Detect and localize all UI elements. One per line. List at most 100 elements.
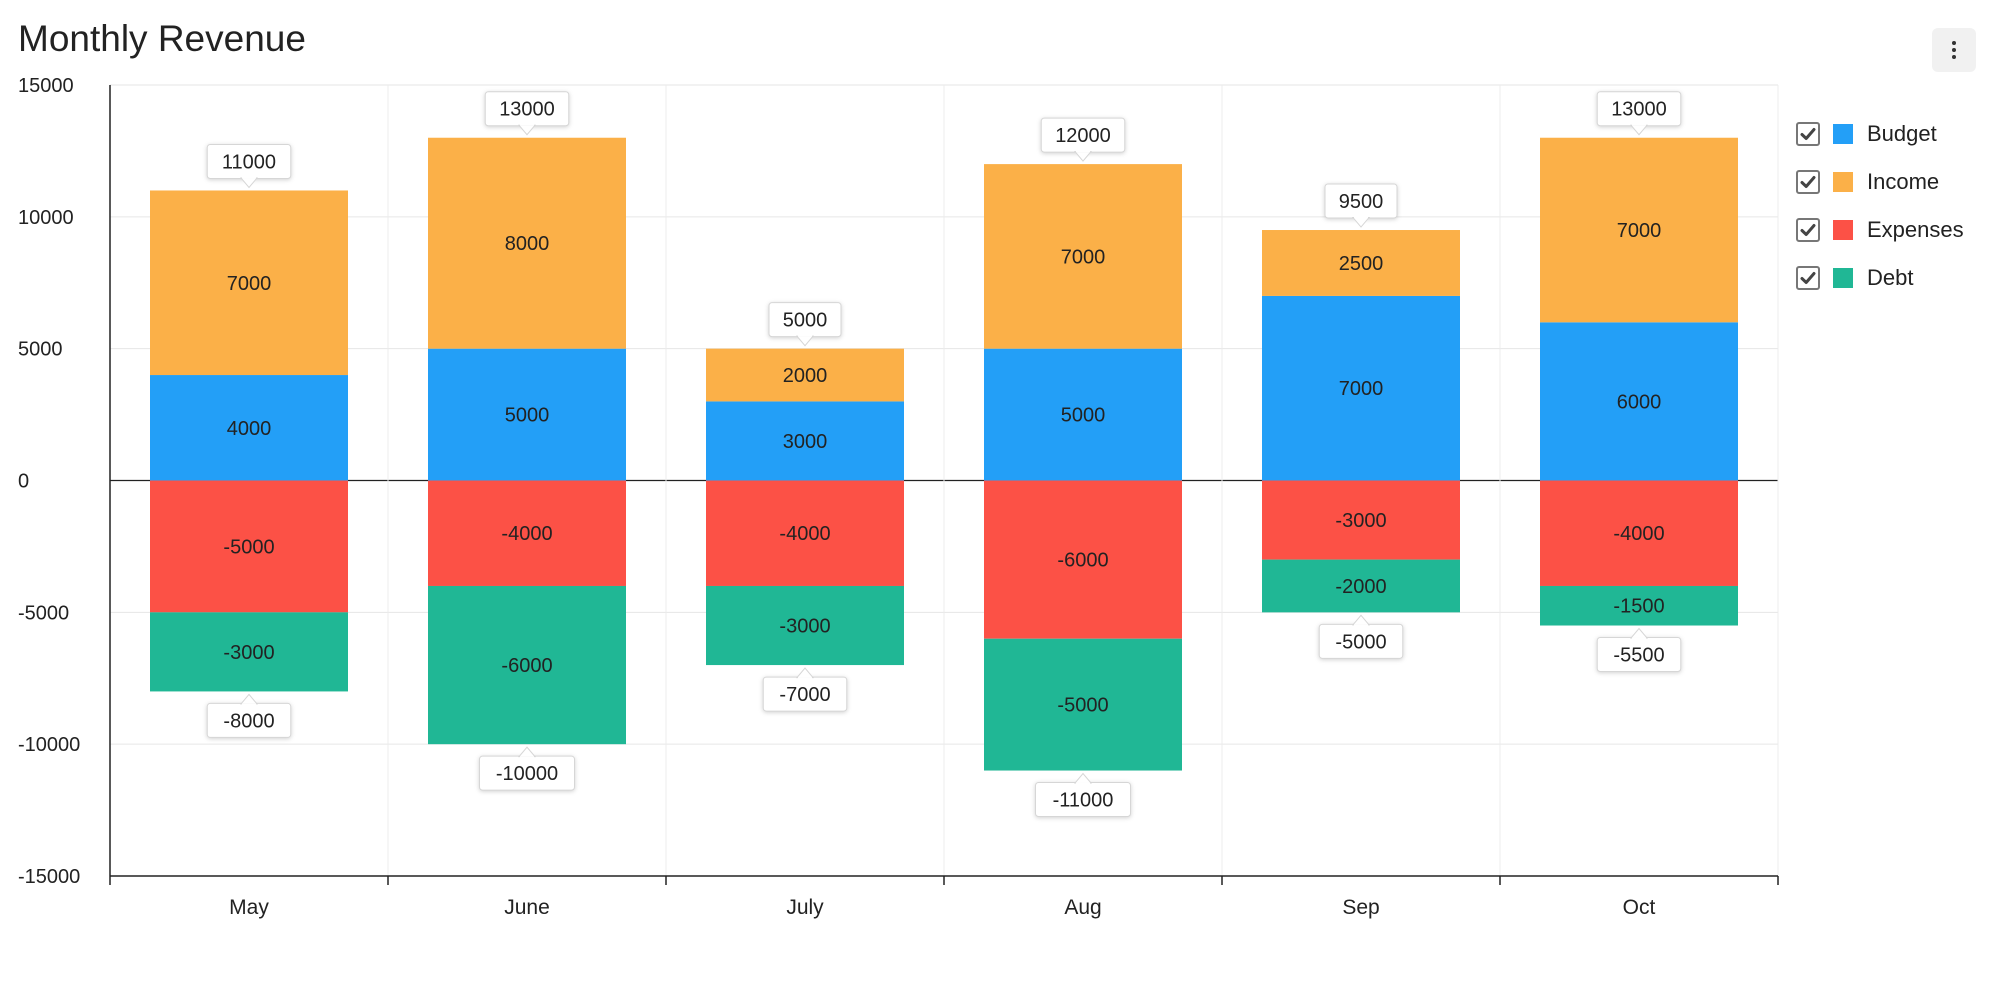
- bar-debt-oct: [1540, 585, 1738, 626]
- x-tick-label: Sep: [1342, 896, 1379, 919]
- total-label-positive: 5000: [783, 310, 828, 332]
- bar-value-label: 2000: [783, 365, 828, 387]
- bar-expenses-june: [428, 480, 626, 586]
- total-callout-pointer: [1629, 627, 1649, 639]
- legend-swatch: [1833, 220, 1853, 240]
- bar-income-june: [428, 137, 626, 349]
- total-label-negative: -8000: [223, 710, 274, 732]
- legend-label: Budget: [1867, 121, 1937, 146]
- bar-value-label: -1500: [1613, 596, 1664, 618]
- total-label-negative: -5000: [1335, 631, 1386, 653]
- chart-legend: Budget Income Expenses Debt: [1796, 110, 1964, 302]
- checkbox-icon[interactable]: [1796, 170, 1820, 194]
- y-tick-label: -5000: [18, 602, 69, 624]
- more-vertical-icon: [1952, 41, 1956, 59]
- bar-value-label: 7000: [227, 273, 272, 295]
- bar-debt-aug: [984, 638, 1182, 771]
- bar-value-label: -4000: [779, 523, 830, 545]
- bar-expenses-aug: [984, 480, 1182, 639]
- bar-value-label: -3000: [779, 616, 830, 638]
- checkbox-icon[interactable]: [1796, 266, 1820, 290]
- bar-expenses-may: [150, 480, 348, 613]
- bar-expenses-sep: [1262, 480, 1460, 560]
- total-label-positive: 13000: [499, 99, 555, 121]
- bar-value-label: 7000: [1061, 246, 1106, 268]
- legend-label: Debt: [1867, 265, 1914, 290]
- x-tick-label: Aug: [1064, 896, 1101, 919]
- y-tick-label: 0: [18, 471, 29, 493]
- bar-value-label: -4000: [501, 523, 552, 545]
- y-tick-label: 5000: [18, 339, 63, 361]
- legend-swatch: [1833, 124, 1853, 144]
- total-label-positive: 11000: [222, 151, 276, 173]
- legend-swatch: [1833, 172, 1853, 192]
- total-callout-pointer: [239, 177, 259, 189]
- checkbox-icon[interactable]: [1796, 218, 1820, 242]
- total-callout-pointer: [1073, 772, 1093, 784]
- y-tick-label: -10000: [18, 734, 80, 756]
- legend-item-expenses[interactable]: Expenses: [1796, 206, 1964, 254]
- bar-value-label: 7000: [1339, 378, 1384, 400]
- total-label-negative: -5500: [1613, 645, 1664, 667]
- bar-income-july: [706, 348, 904, 402]
- total-callout-pointer: [1351, 614, 1371, 626]
- bar-income-oct: [1540, 137, 1738, 323]
- total-callout-pointer: [1629, 124, 1649, 136]
- y-tick-label: 10000: [18, 207, 74, 229]
- bar-income-aug: [984, 164, 1182, 349]
- x-tick-label: May: [229, 896, 269, 919]
- bar-expenses-oct: [1540, 480, 1738, 586]
- total-callout-pointer: [1351, 217, 1371, 228]
- total-label-positive: 13000: [1611, 99, 1667, 121]
- bar-value-label: -3000: [223, 642, 274, 664]
- bar-value-label: -5000: [1057, 695, 1108, 717]
- x-tick-label: Oct: [1623, 896, 1656, 919]
- bar-value-label: 5000: [505, 405, 550, 427]
- bar-budget-june: [428, 348, 626, 481]
- bar-value-label: -6000: [1057, 550, 1108, 572]
- bar-value-label: 8000: [505, 233, 550, 255]
- legend-item-income[interactable]: Income: [1796, 158, 1964, 206]
- total-callout-pointer: [795, 335, 815, 347]
- bar-expenses-july: [706, 480, 904, 586]
- bar-value-label: 6000: [1617, 391, 1662, 413]
- legend-item-budget[interactable]: Budget: [1796, 110, 1964, 158]
- bar-value-label: 5000: [1061, 405, 1106, 427]
- bar-budget-may: [150, 375, 348, 481]
- legend-swatch: [1833, 268, 1853, 288]
- legend-label: Income: [1867, 169, 1940, 194]
- legend-item-debt[interactable]: Debt: [1796, 254, 1964, 302]
- bar-value-label: 7000: [1617, 220, 1662, 242]
- bar-value-label: -5000: [223, 536, 274, 558]
- total-label-negative: -7000: [779, 684, 830, 706]
- total-callout-pointer: [239, 693, 259, 705]
- y-tick-label: -15000: [18, 866, 80, 888]
- y-tick-label: 15000: [18, 75, 74, 97]
- total-callout-pointer: [795, 667, 815, 679]
- chart-title: Monthly Revenue: [18, 18, 306, 59]
- bar-value-label: 3000: [783, 431, 828, 453]
- total-label-positive: 9500: [1339, 191, 1384, 213]
- legend-label: Expenses: [1867, 217, 1964, 242]
- bar-income-sep: [1262, 230, 1460, 296]
- total-callout-pointer: [517, 124, 537, 136]
- total-label-negative: -11000: [1053, 790, 1114, 812]
- bar-debt-sep: [1262, 559, 1460, 613]
- bar-debt-july: [706, 585, 904, 666]
- bar-budget-oct: [1540, 322, 1738, 481]
- bar-value-label: -6000: [501, 655, 552, 677]
- bar-debt-june: [428, 585, 626, 745]
- total-callout-pointer: [517, 746, 537, 758]
- bar-value-label: -4000: [1613, 523, 1664, 545]
- bar-debt-may: [150, 612, 348, 692]
- x-tick-label: July: [786, 896, 824, 919]
- bar-budget-aug: [984, 348, 1182, 481]
- bar-value-label: 4000: [227, 418, 272, 440]
- bar-value-label: 2500: [1339, 253, 1384, 275]
- total-label-positive: 12000: [1055, 125, 1111, 147]
- bar-value-label: -3000: [1335, 510, 1386, 532]
- chart-menu-button[interactable]: [1932, 28, 1976, 72]
- bar-budget-sep: [1262, 295, 1460, 481]
- checkbox-icon[interactable]: [1796, 122, 1820, 146]
